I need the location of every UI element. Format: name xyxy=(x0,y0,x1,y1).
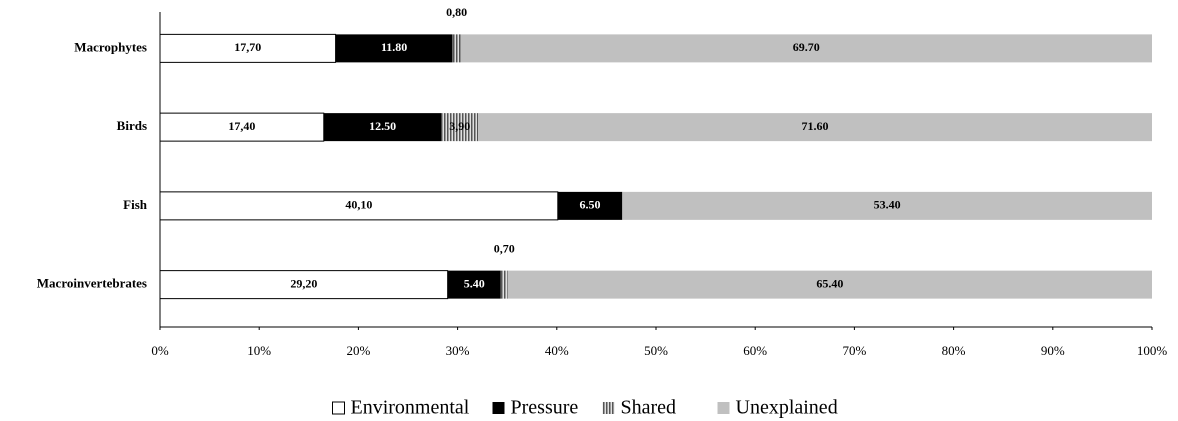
bar-segment xyxy=(159,191,559,221)
x-tick-label: 0% xyxy=(151,343,169,358)
bar-segment xyxy=(557,191,623,220)
bar-segment xyxy=(335,34,453,63)
value-label: 12.50 xyxy=(369,119,396,133)
x-tick-label: 60% xyxy=(743,343,767,358)
bar-segment xyxy=(507,270,1152,299)
bar-segment xyxy=(500,270,508,299)
value-label: 5.40 xyxy=(464,276,485,290)
bar-segment xyxy=(622,191,1152,220)
value-label: 11.80 xyxy=(381,40,407,54)
x-tick-label: 100% xyxy=(1137,343,1168,358)
legend-label: Pressure xyxy=(511,397,579,419)
legend-label: Environmental xyxy=(351,397,470,419)
legend-swatch xyxy=(602,402,615,414)
bar-segment xyxy=(460,34,1152,63)
value-label: 0,80 xyxy=(446,5,467,19)
legend-swatch xyxy=(332,401,345,415)
x-tick-label: 80% xyxy=(942,343,966,358)
bar-segment xyxy=(478,113,1152,142)
value-label: 17,40 xyxy=(228,119,255,133)
legend-swatch xyxy=(492,402,505,414)
bar-segment xyxy=(323,113,442,142)
value-label: 17,70 xyxy=(234,40,261,54)
bar-segment xyxy=(159,33,337,63)
value-label: 69.70 xyxy=(793,40,820,54)
value-label: 3,90 xyxy=(449,119,470,133)
bar-segment xyxy=(447,270,501,299)
bar-segment xyxy=(441,113,479,142)
bar-segment xyxy=(452,34,461,63)
x-tick-label: 30% xyxy=(446,343,470,358)
x-tick-label: 40% xyxy=(545,343,569,358)
category-label: Macroinvertebrates xyxy=(37,276,147,291)
legend-label: Unexplained xyxy=(736,397,838,419)
x-tick-label: 20% xyxy=(346,343,370,358)
value-label: 40,10 xyxy=(345,198,372,212)
x-tick-label: 50% xyxy=(644,343,668,358)
value-label: 0,70 xyxy=(494,241,515,255)
category-label: Fish xyxy=(123,197,148,212)
value-label: 6.50 xyxy=(580,198,601,212)
value-label: 65.40 xyxy=(816,276,843,290)
legend-label: Shared xyxy=(621,397,677,419)
x-tick-label: 10% xyxy=(247,343,271,358)
x-tick-label: 90% xyxy=(1041,343,1065,358)
category-label: Birds xyxy=(117,118,147,133)
value-label: 29,20 xyxy=(290,276,317,290)
legend-swatch xyxy=(717,402,730,414)
category-label: Macrophytes xyxy=(74,39,147,54)
value-label: 71.60 xyxy=(802,119,829,133)
bar-segment xyxy=(159,112,325,142)
x-tick-label: 70% xyxy=(842,343,866,358)
value-label: 53.40 xyxy=(874,198,901,212)
